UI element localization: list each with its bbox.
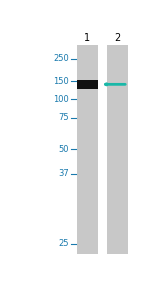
Bar xyxy=(77,80,98,88)
Text: 150: 150 xyxy=(53,77,69,86)
Text: 37: 37 xyxy=(58,169,69,178)
Text: 75: 75 xyxy=(58,113,69,122)
Text: 1: 1 xyxy=(84,33,90,43)
Text: 50: 50 xyxy=(58,144,69,154)
Bar xyxy=(77,45,98,254)
Bar xyxy=(107,45,128,254)
Text: 250: 250 xyxy=(53,54,69,63)
Text: 100: 100 xyxy=(53,95,69,104)
Text: 2: 2 xyxy=(114,33,121,43)
Text: 25: 25 xyxy=(58,239,69,248)
